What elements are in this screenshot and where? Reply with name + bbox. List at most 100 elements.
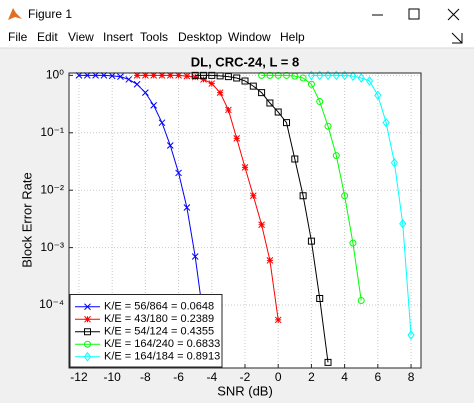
legend-label: K/E = 43/180 = 0.2389 xyxy=(104,313,214,325)
x-tick-label: 2 xyxy=(308,370,315,384)
data-point xyxy=(166,142,174,149)
menu-item[interactable]: Window xyxy=(228,30,271,44)
data-point xyxy=(233,134,241,142)
y-axis-label: Block Error Rate xyxy=(19,172,34,267)
data-point xyxy=(349,239,357,247)
x-tick-label: -6 xyxy=(173,370,184,384)
data-point xyxy=(340,70,349,81)
data-point xyxy=(241,164,249,171)
data-point xyxy=(175,72,182,79)
x-tick-label: -4 xyxy=(206,370,217,384)
x-tick-label: -2 xyxy=(240,370,251,384)
data-point xyxy=(158,119,166,127)
data-point xyxy=(324,122,332,130)
x-tick-label: 4 xyxy=(341,370,348,384)
data-point xyxy=(283,119,291,127)
data-point xyxy=(407,330,415,340)
data-point xyxy=(200,76,207,83)
menu-item[interactable]: Edit xyxy=(37,30,58,44)
data-point xyxy=(307,80,315,88)
menu-item[interactable]: Insert xyxy=(103,30,134,44)
x-tick-label: 0 xyxy=(275,370,282,384)
data-point xyxy=(125,76,133,83)
x-tick-label: -10 xyxy=(103,370,121,384)
data-point xyxy=(291,72,299,80)
menu-bar xyxy=(0,28,474,48)
data-point xyxy=(208,71,216,79)
y-tick-label: 10⁻¹ xyxy=(40,125,64,139)
series-line xyxy=(311,74,412,336)
x-tick-label: 8 xyxy=(408,370,415,384)
legend-marker xyxy=(84,328,91,336)
data-point xyxy=(166,72,174,79)
dock-button[interactable] xyxy=(451,32,463,44)
data-point xyxy=(183,72,191,80)
data-point xyxy=(208,80,216,87)
data-point xyxy=(382,117,390,128)
data-point xyxy=(258,89,266,97)
data-point xyxy=(341,192,349,200)
data-point xyxy=(349,71,357,81)
data-point xyxy=(191,71,199,79)
data-point xyxy=(108,72,116,80)
data-point xyxy=(224,73,232,81)
data-point xyxy=(133,80,141,88)
y-tick-label: 10⁻² xyxy=(40,182,64,196)
data-point xyxy=(117,73,124,81)
data-point xyxy=(332,70,340,81)
data-point xyxy=(191,73,199,81)
data-point xyxy=(150,72,158,79)
data-point xyxy=(274,316,282,324)
window-title: Figure 1 xyxy=(28,7,72,21)
data-point xyxy=(142,72,149,79)
data-point xyxy=(390,157,399,168)
data-point xyxy=(324,70,332,81)
app-icon xyxy=(8,8,22,20)
menu-item[interactable]: View xyxy=(68,30,94,44)
y-tick-label: 10⁻⁴ xyxy=(39,297,64,311)
data-point xyxy=(307,237,315,245)
x-tick-label: 6 xyxy=(374,370,381,384)
data-point xyxy=(241,77,249,85)
data-point xyxy=(150,102,158,109)
data-point xyxy=(365,76,374,86)
menu-item[interactable]: Help xyxy=(280,30,305,44)
series-line xyxy=(261,74,362,301)
x-tick-label: -8 xyxy=(140,370,151,384)
data-point xyxy=(258,221,265,229)
legend-label: K/E = 164/184 = 0.8913 xyxy=(104,351,220,363)
data-point xyxy=(133,72,141,79)
data-point xyxy=(249,192,257,200)
data-point xyxy=(158,72,166,79)
data-point xyxy=(324,358,332,366)
close-button[interactable] xyxy=(447,8,460,21)
data-point xyxy=(199,71,207,79)
maximize-button[interactable] xyxy=(408,8,420,20)
axes-box xyxy=(68,72,422,369)
data-point xyxy=(175,169,182,177)
legend-marker xyxy=(84,303,91,311)
data-point xyxy=(332,152,340,160)
data-point xyxy=(183,204,191,211)
data-point xyxy=(266,256,274,264)
x-tick-label: -12 xyxy=(70,370,88,384)
menu-item[interactable]: Desktop xyxy=(178,30,222,44)
data-point xyxy=(233,74,241,82)
data-point xyxy=(266,99,274,107)
data-point xyxy=(142,89,149,97)
title-bar xyxy=(0,0,474,28)
data-point xyxy=(357,297,365,304)
data-point xyxy=(249,82,257,90)
legend-marker xyxy=(84,315,91,323)
data-point xyxy=(274,108,282,116)
menu-item[interactable]: Tools xyxy=(140,30,168,44)
data-point xyxy=(316,98,324,105)
data-point xyxy=(316,70,324,81)
data-point xyxy=(299,192,307,200)
x-axis-label: SNR (dB) xyxy=(217,383,273,398)
menu-item[interactable]: File xyxy=(8,30,28,44)
data-point xyxy=(399,218,407,229)
legend-marker xyxy=(83,351,92,362)
